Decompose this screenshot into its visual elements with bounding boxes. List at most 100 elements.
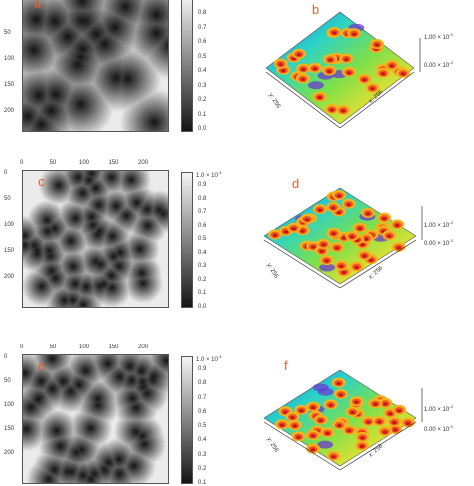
x-tick-label: 200 xyxy=(138,344,149,350)
colorbar xyxy=(181,172,193,308)
colorbar-tick-label: 0.9 xyxy=(198,366,207,372)
surface-peak xyxy=(295,73,310,84)
surface-peak xyxy=(396,67,411,78)
surface-peak xyxy=(342,66,357,77)
y-tick-label: 50 xyxy=(4,196,11,202)
grayscale-map xyxy=(22,0,169,132)
colorbar-tick-label: 0.2 xyxy=(198,97,207,104)
z-axis-max-label: 1.00 × 10-3 xyxy=(424,32,453,41)
surface-peak xyxy=(349,396,364,407)
surface-peak xyxy=(331,377,346,388)
panel-a-2d-map: a 50 100 150 200 0.9 0.8 0.7 0.6 0.5 0.4 0.3 0.2 0.… xyxy=(0,0,230,140)
colorbar-max-label: 1.0 × 10-3 xyxy=(196,170,222,179)
surface-peak xyxy=(320,427,335,438)
surface-peak xyxy=(368,398,383,409)
panel-c-2d-map: c 1.0 × 10-3 0 50 100 150 200 0 50 100 150 200 0… xyxy=(0,150,230,310)
surface-peak xyxy=(400,417,415,428)
colorbar-tick-label: 0.2 xyxy=(198,465,207,472)
surface-peak xyxy=(378,426,393,437)
surface-peak xyxy=(357,73,372,84)
surface-peak xyxy=(332,189,347,200)
base-axis-line xyxy=(339,239,417,289)
surface-peak xyxy=(333,388,348,399)
surface-peak xyxy=(291,431,306,442)
surface-peak xyxy=(268,229,283,240)
base-axis-line xyxy=(263,239,341,289)
y-tick-label: 50 xyxy=(4,378,11,384)
colorbar xyxy=(181,356,193,484)
y-tick-label: 200 xyxy=(4,450,15,456)
panel-d-3d-surface: d 1.00 × 10-3 0.00 × 10-3 y: 256 x: 256 xyxy=(240,160,474,310)
surface-peak xyxy=(332,419,347,430)
y-tick-label: 200 xyxy=(4,108,15,114)
colorbar-tick-label: 0.9 xyxy=(198,0,206,2)
panel-letter: d xyxy=(292,176,300,191)
y-tick-label: 200 xyxy=(4,274,15,280)
base-axis-line xyxy=(265,71,341,129)
surface-peak xyxy=(316,238,331,249)
panel-e-2d-map: e 1.0 × 10-3 0 50 100 150 200 0 50 100 150 200 0… xyxy=(0,320,230,486)
surface-peak xyxy=(336,104,351,115)
surface-peak xyxy=(376,67,391,78)
colorbar-tick-label: 0.4 xyxy=(198,68,207,75)
surface-peak xyxy=(323,54,338,65)
surface-peak xyxy=(339,53,354,64)
surface-valley xyxy=(312,383,329,392)
colorbar-tick-label: 0.8 xyxy=(198,380,207,387)
surface-peak xyxy=(326,201,341,212)
surface-valley xyxy=(319,263,336,272)
y-tick-label: 150 xyxy=(4,82,15,88)
voronoi-density-map xyxy=(23,355,168,483)
surface-peak xyxy=(322,65,337,76)
colorbar-tick-label: 0.6 xyxy=(198,39,207,46)
colorbar-tick-label: 0.3 xyxy=(198,263,207,270)
surface-peak xyxy=(296,63,311,74)
surface-peak xyxy=(330,242,345,253)
surface-peak xyxy=(294,404,309,415)
surface-peak xyxy=(352,222,367,233)
base-axis-line xyxy=(263,421,341,471)
colorbar-tick-label: 0.4 xyxy=(198,437,207,444)
colorbar-tick-label: 0.8 xyxy=(198,10,207,17)
colorbar-tick-label: 0.7 xyxy=(198,394,207,401)
x-tick-label: 100 xyxy=(79,160,90,166)
surface-peak xyxy=(357,250,372,261)
surface-valley xyxy=(307,81,324,90)
colorbar-tick-label: 0.7 xyxy=(198,24,207,31)
z-axis-max-label: 1.00 × 10-3 xyxy=(424,404,453,413)
surface-peak xyxy=(384,59,399,70)
x-tick-label: 50 xyxy=(49,344,57,350)
colorbar-tick-label: 0.9 xyxy=(198,182,207,188)
base-axis-line xyxy=(339,71,415,129)
y-tick-label: 100 xyxy=(4,222,15,228)
colorbar-tick-label: 0.1 xyxy=(198,290,207,297)
colorbar-tick-label: 0.3 xyxy=(198,82,207,89)
surface-peak xyxy=(355,431,370,442)
surface-peak xyxy=(306,429,321,440)
x-tick-label: 150 xyxy=(108,160,119,166)
colorbar-tick-label: 0.4 xyxy=(198,249,207,256)
surface-peak xyxy=(347,28,362,39)
3d-surface-plot xyxy=(263,187,423,289)
surface-peak xyxy=(377,212,392,223)
colorbar-tick-label: 0.3 xyxy=(198,451,207,458)
colorbar-tick-label: 0.6 xyxy=(198,408,207,415)
base-axis-line xyxy=(339,421,417,471)
colorbar-tick-label: 0.1 xyxy=(198,480,207,486)
grayscale-map xyxy=(22,354,169,484)
surface-peak xyxy=(378,397,393,408)
surface-peak xyxy=(323,399,338,410)
z-axis-max-label: 1.00 × 10-3 xyxy=(424,220,453,229)
surface-peak xyxy=(312,91,327,102)
colorbar-tick-label: 0.5 xyxy=(198,423,207,429)
surface-peak xyxy=(341,198,356,209)
z-axis-min-label: 0.00 × 10-3 xyxy=(424,60,453,69)
surface-peak xyxy=(345,406,360,417)
panel-b-3d-surface: b 1.00 × 10-3 0.00 × 10-3 y: 256 x: 256 xyxy=(240,0,474,140)
surface-peak xyxy=(305,443,320,454)
y-tick-label: 0 xyxy=(4,170,8,176)
voronoi-density-map xyxy=(23,0,168,131)
y-tick-label: 150 xyxy=(4,426,15,432)
x-tick-label: 50 xyxy=(49,160,57,166)
surface-peak xyxy=(275,419,290,430)
